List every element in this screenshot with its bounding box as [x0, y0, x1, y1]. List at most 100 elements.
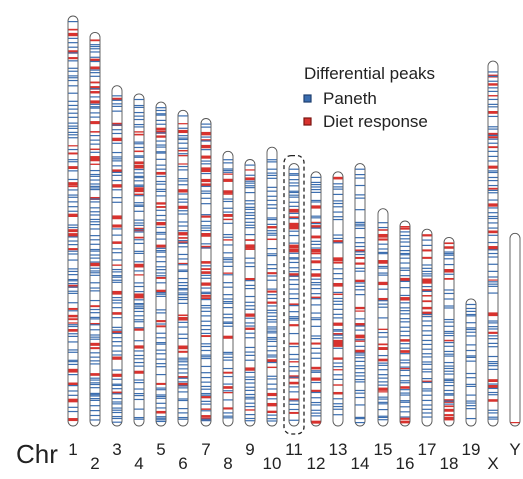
paneth-peak [488, 241, 498, 244]
paneth-peak [201, 365, 211, 368]
paneth-peak [488, 75, 498, 78]
paneth-peak [488, 383, 498, 385]
paneth-peak [333, 202, 343, 205]
diet-response-peak [201, 169, 211, 173]
diet-response-peak [378, 328, 388, 330]
paneth-peak [112, 329, 122, 331]
paneth-peak [289, 408, 299, 411]
diet-response-peak [444, 408, 454, 412]
paneth-peak [112, 341, 122, 343]
paneth-peak [444, 381, 454, 383]
diet-response-peak [90, 262, 100, 267]
paneth-peak [134, 302, 144, 305]
paneth-peak [223, 313, 233, 315]
paneth-peak [201, 343, 211, 345]
paneth-peak [178, 294, 188, 296]
diet-response-peak [223, 386, 233, 389]
paneth-peak [488, 276, 498, 278]
paneth-peak [355, 345, 365, 347]
legend: Differential peaks Paneth Diet response [303, 64, 435, 131]
diet-response-peak [422, 249, 432, 252]
paneth-peak [245, 224, 255, 226]
paneth-peak [400, 394, 410, 396]
paneth-peak [201, 140, 211, 142]
paneth-peak [267, 190, 277, 192]
paneth-peak [245, 164, 255, 166]
paneth-peak [267, 354, 277, 356]
paneth-peak [488, 106, 498, 108]
paneth-peak [289, 293, 299, 295]
paneth-peak [156, 158, 166, 160]
paneth-peak [400, 318, 410, 320]
diet-response-peak [201, 215, 211, 218]
paneth-peak [134, 261, 144, 263]
paneth-peak [90, 107, 100, 109]
paneth-peak [444, 325, 454, 327]
paneth-peak [378, 354, 388, 357]
paneth-peak [134, 143, 144, 145]
paneth-peak [289, 283, 299, 286]
paneth-peak [245, 371, 255, 373]
paneth-peak [134, 310, 144, 313]
paneth-peak [156, 214, 166, 217]
paneth-peak [68, 406, 78, 408]
paneth-peak [422, 290, 432, 292]
paneth-peak [112, 302, 122, 304]
diet-response-peak [422, 380, 432, 383]
chromosome-label-4: 4 [134, 454, 143, 473]
chromosome-label-7: 7 [201, 440, 210, 459]
diet-response-peak [311, 366, 321, 370]
paneth-peak [245, 396, 255, 398]
paneth-peak [68, 224, 78, 226]
diet-response-peak [201, 335, 211, 338]
paneth-peak [178, 210, 188, 212]
paneth-peak [466, 360, 476, 362]
chromosome-label-8: 8 [223, 454, 232, 473]
diet-response-peak [201, 183, 211, 187]
paneth-peak [112, 268, 122, 271]
highlight-box-chr11 [283, 154, 305, 435]
diet-response-peak [223, 239, 233, 241]
paneth-peak [444, 393, 454, 395]
paneth-peak [112, 417, 122, 420]
paneth-peak [112, 369, 122, 371]
paneth-peak [488, 285, 498, 287]
paneth-peak [400, 375, 410, 377]
diet-response-peak [355, 323, 365, 327]
diet-response-peak [68, 322, 78, 324]
paneth-peak [488, 217, 498, 220]
paneth-peak [245, 180, 255, 182]
paneth-peak [245, 214, 255, 216]
paneth-peak [90, 45, 100, 48]
diet-response-peak [311, 221, 321, 224]
paneth-peak [68, 226, 78, 229]
paneth-peak [245, 280, 255, 282]
paneth-peak [378, 274, 388, 276]
paneth-peak [201, 304, 211, 307]
paneth-peak [156, 219, 166, 221]
paneth-peak [311, 415, 321, 417]
paneth-peak [201, 420, 211, 422]
paneth-peak [289, 252, 299, 254]
paneth-peak [333, 303, 343, 305]
paneth-peak [444, 273, 454, 275]
paneth-peak [311, 281, 321, 284]
paneth-peak [156, 144, 166, 146]
diet-response-peak [201, 144, 211, 149]
paneth-peak [68, 125, 78, 127]
paneth-peak [378, 396, 388, 398]
diet-response-peak [90, 91, 100, 94]
paneth-peak [112, 95, 122, 97]
paneth-peak [112, 279, 122, 281]
paneth-peak [488, 368, 498, 370]
paneth-peak [422, 353, 432, 355]
diet-response-peak [488, 246, 498, 250]
paneth-peak [134, 365, 144, 367]
paneth-peak [355, 325, 365, 327]
paneth-peak [178, 213, 188, 215]
paneth-peak [90, 250, 100, 252]
peak-bands [400, 226, 410, 424]
paneth-peak [134, 106, 144, 109]
paneth-peak [466, 408, 476, 410]
paneth-peak [178, 418, 188, 420]
